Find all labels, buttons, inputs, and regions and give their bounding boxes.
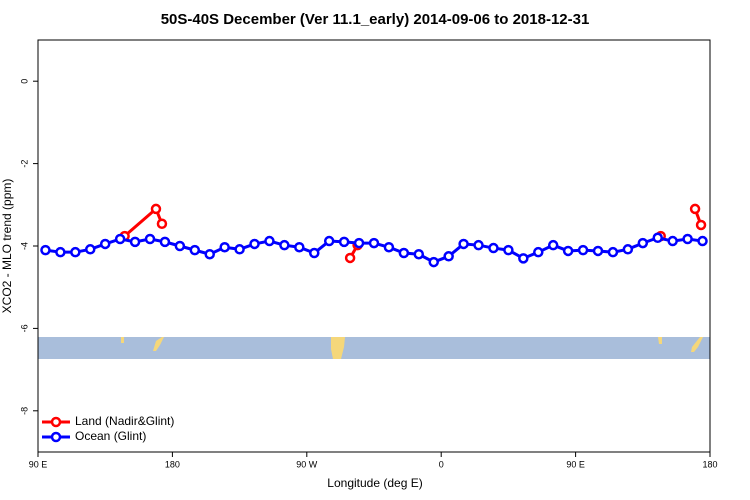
point bbox=[40, 244, 51, 256]
point bbox=[70, 246, 81, 258]
point bbox=[682, 233, 693, 245]
point bbox=[413, 248, 425, 260]
x-tick-label: 0 bbox=[439, 459, 444, 469]
legend-label: Land (Nadir&Glint) bbox=[75, 414, 174, 428]
point bbox=[368, 237, 380, 249]
point bbox=[99, 238, 111, 250]
y-axis-label: XCO2 - MLO trend (ppm) bbox=[0, 179, 14, 314]
point bbox=[592, 245, 604, 257]
point bbox=[562, 245, 574, 257]
point bbox=[652, 232, 663, 244]
point bbox=[353, 237, 365, 249]
point bbox=[344, 252, 356, 264]
y-tick-label: -8 bbox=[19, 407, 29, 415]
point bbox=[547, 239, 559, 251]
point bbox=[697, 235, 708, 247]
point bbox=[533, 246, 544, 258]
legend-marker bbox=[50, 416, 62, 428]
point bbox=[667, 235, 678, 247]
point bbox=[234, 244, 245, 255]
point bbox=[156, 218, 168, 230]
point bbox=[577, 244, 589, 256]
point bbox=[219, 241, 230, 253]
point bbox=[129, 236, 141, 248]
point bbox=[323, 235, 335, 247]
point bbox=[689, 203, 701, 215]
point bbox=[458, 238, 469, 250]
x-tick-label: 90 E bbox=[566, 459, 585, 469]
point bbox=[279, 239, 290, 251]
point bbox=[55, 246, 66, 258]
map-strip bbox=[38, 337, 710, 359]
point bbox=[607, 246, 619, 258]
x-tick-label: 90 E bbox=[29, 459, 48, 469]
point bbox=[503, 244, 514, 256]
point bbox=[174, 240, 186, 252]
y-tick-label: 0 bbox=[19, 79, 29, 84]
point bbox=[189, 244, 201, 256]
legend-label: Ocean (Glint) bbox=[75, 429, 146, 443]
point bbox=[443, 251, 454, 262]
point bbox=[398, 247, 410, 259]
legend-marker bbox=[50, 431, 62, 443]
point bbox=[518, 253, 529, 264]
point bbox=[428, 256, 439, 268]
x-tick-label: 90 W bbox=[296, 459, 318, 469]
point bbox=[383, 241, 395, 253]
point bbox=[695, 219, 707, 231]
point bbox=[488, 242, 499, 254]
point bbox=[637, 237, 649, 249]
point bbox=[150, 203, 162, 215]
point bbox=[85, 244, 96, 255]
point bbox=[309, 247, 320, 259]
point bbox=[473, 239, 484, 251]
y-tick-label: -6 bbox=[19, 324, 29, 332]
point bbox=[144, 233, 156, 245]
x-tick-label: 180 bbox=[165, 459, 180, 469]
point bbox=[294, 241, 305, 253]
point bbox=[159, 236, 171, 248]
point bbox=[264, 235, 275, 247]
point bbox=[338, 236, 350, 248]
y-tick-label: -4 bbox=[19, 242, 29, 250]
chart-title: 50S-40S December (Ver 11.1_early) 2014-0… bbox=[161, 11, 590, 28]
y-tick-label: -2 bbox=[19, 160, 29, 168]
point bbox=[249, 238, 260, 250]
x-tick-label: 180 bbox=[702, 459, 717, 469]
x-axis-label: Longitude (deg E) bbox=[327, 476, 422, 490]
point bbox=[114, 233, 126, 245]
point bbox=[204, 248, 215, 260]
point bbox=[622, 244, 634, 255]
